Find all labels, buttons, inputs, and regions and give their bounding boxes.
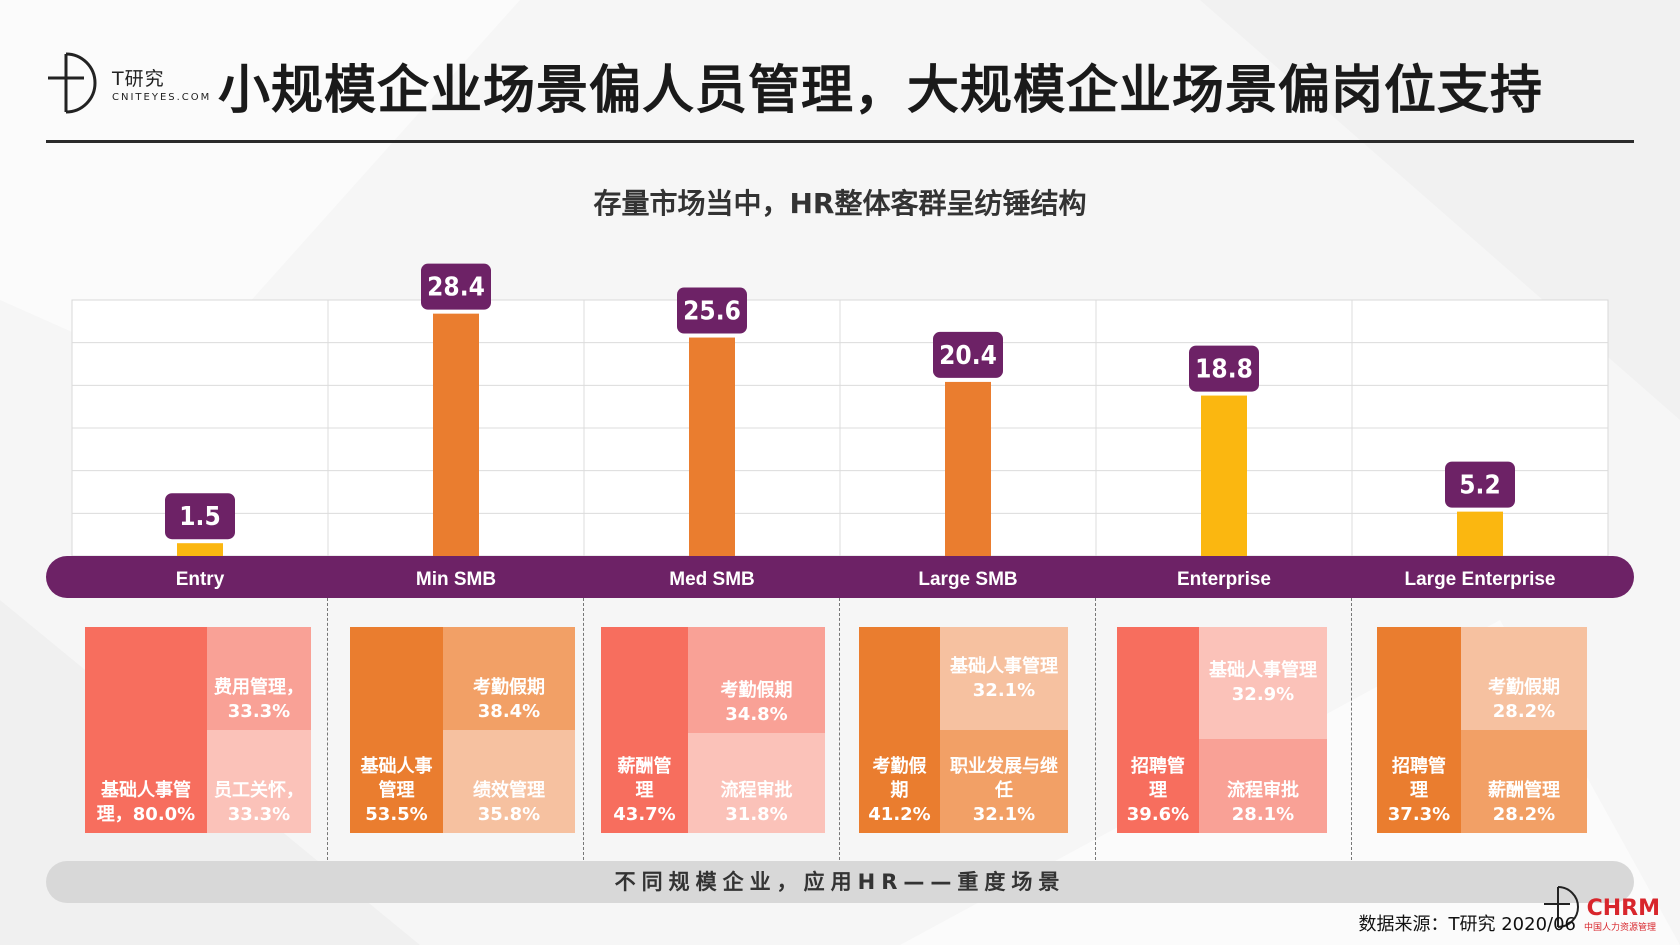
column-separator <box>1095 598 1096 860</box>
cell-value: 38.4% <box>477 701 541 722</box>
treemap-med-smb: 薪酬管理 43.7% 考勤假期 34.8% 流程审批 31.8% <box>601 627 825 833</box>
column-separator <box>839 598 840 860</box>
cell-label: 基础人事管理 <box>950 655 1058 677</box>
cell-label: 考勤假期 <box>1488 677 1560 698</box>
treemap-min-smb: 基础人事管理 53.5% 考勤假期 38.4% 绩效管理 35.8% <box>350 627 575 833</box>
page-title: 小规模企业场景偏人员管理，大规模企业场景偏岗位支持 <box>218 61 1544 121</box>
category-tick-label: Med SMB <box>669 569 755 590</box>
data-label: 20.4 <box>939 341 997 371</box>
cell-value: 28.1% <box>1231 804 1295 825</box>
data-label-box <box>1445 461 1515 508</box>
brand-logo: T研究 CNITEYES.COM <box>44 50 224 120</box>
cell-label: 招聘管理 <box>1392 756 1446 801</box>
watermark-subtext: 中国人力资源管理 <box>1583 923 1656 933</box>
bar <box>433 313 479 556</box>
treemap-cell: 招聘管理 37.3% <box>1377 627 1461 833</box>
cell-label: 职业发展与继任 <box>950 756 1058 801</box>
cell-value: 43.7% <box>613 804 676 825</box>
category-band <box>46 556 1634 598</box>
data-label-box <box>933 331 1003 378</box>
cell-label: 招聘管理 <box>1131 756 1185 801</box>
category-labels: Entry Min SMB Med SMB Large SMB Enterprise La… <box>176 569 1556 590</box>
watermark-logo-icon <box>1544 886 1579 928</box>
category-tick-label: Large SMB <box>918 569 1017 590</box>
bar <box>1201 395 1247 556</box>
cell-value: 28.2% <box>1492 804 1556 825</box>
cell-label: 考勤假期 <box>872 756 927 801</box>
bar <box>945 381 991 556</box>
category-tick-label: Min SMB <box>416 569 496 590</box>
cell-value: 32.9% <box>1231 684 1295 705</box>
bar <box>177 543 223 556</box>
cell-value: 37.3% <box>1387 804 1451 825</box>
bar <box>689 337 735 556</box>
cell-value: 53.5% <box>365 804 428 825</box>
data-label: 18.8 <box>1195 355 1253 385</box>
treemap-cell: 职业发展与继任 32.1% <box>940 730 1068 833</box>
column-separator <box>1351 598 1352 860</box>
cell-label: 基础人事管理 <box>360 756 433 801</box>
treemap-cell: 员工关怀，33.3% <box>207 730 311 833</box>
cell-label: 薪酬管理 <box>617 756 672 801</box>
treemap-cell: 考勤假期 34.8% <box>688 627 825 733</box>
data-label-box <box>165 493 235 540</box>
data-label-box <box>1189 345 1259 392</box>
treemap-entry: 基础人事管理，80.0% 费用管理，33.3% 员工关怀，33.3% <box>85 627 311 833</box>
column-separator <box>327 598 328 860</box>
cell-value: 32.1% <box>972 679 1036 701</box>
cell-label: 考勤假期 <box>473 677 545 698</box>
treemap-cell: 绩效管理 35.8% <box>443 730 575 833</box>
data-label-box <box>677 287 747 334</box>
treemap-cell: 基础人事管理，80.0% <box>85 627 207 833</box>
data-label: 1.5 <box>179 502 220 532</box>
treemap-large-smb: 考勤假期 41.2% 基础人事管理 32.1% 职业发展与继任 32.1% <box>859 627 1068 833</box>
category-tick-label: Entry <box>176 569 225 590</box>
treemap-large-enterprise: 招聘管理 37.3% 考勤假期 28.2% 薪酬管理 28.2% <box>1377 627 1587 833</box>
treemap-cell: 考勤假期 28.2% <box>1461 627 1587 730</box>
category-tick-label: Large Enterprise <box>1405 569 1556 590</box>
treemap-cell: 基础人事管理 32.1% <box>940 627 1068 730</box>
treemap-cell: 薪酬管理 28.2% <box>1461 730 1587 833</box>
cell-value: 34.8% <box>725 704 788 725</box>
category-tick-label: Enterprise <box>1177 569 1271 590</box>
data-label: 5.2 <box>1459 471 1500 501</box>
data-label-box <box>421 263 491 310</box>
watermark-text: CHRM <box>1586 896 1660 921</box>
treemap-cell: 流程审批 31.8% <box>688 733 825 833</box>
cell-value: 32.1% <box>972 804 1036 825</box>
data-source: 数据来源：T研究 2020/06 <box>1358 914 1577 935</box>
logo-domain: CNITEYES.COM <box>112 92 212 103</box>
cell-value: 28.2% <box>1492 701 1556 722</box>
cell-label: 基础人事管理 <box>1209 660 1317 681</box>
scenario-band: 不同规模企业，应用HR——重度场景 <box>46 861 1634 903</box>
treemap-cell: 费用管理，33.3% <box>207 627 311 730</box>
column-separator <box>583 598 584 860</box>
cell-value: 35.8% <box>477 804 541 825</box>
cell-label: 流程审批 <box>1227 780 1299 801</box>
treemap-cell: 考勤假期 38.4% <box>443 627 575 730</box>
chart-title: 存量市场当中，HR整体客群呈纺锤结构 <box>593 187 1087 220</box>
logo-name: T研究 <box>112 68 165 90</box>
cell-label: 薪酬管理 <box>1488 780 1560 801</box>
cell-label: 流程审批 <box>720 780 793 801</box>
logo-mark-icon <box>48 52 97 114</box>
title-divider <box>46 140 1634 143</box>
bar <box>1457 511 1503 556</box>
cell-value: 39.6% <box>1126 804 1190 825</box>
treemap-cell: 基础人事管理 53.5% <box>350 627 443 833</box>
cell-label: 考勤假期 <box>720 680 793 701</box>
treemap-cell: 基础人事管理 32.9% <box>1199 627 1327 739</box>
cell-label: 绩效管理 <box>473 780 545 801</box>
treemap-cell: 考勤假期 41.2% <box>859 627 940 833</box>
treemap-cell: 流程审批 28.1% <box>1199 739 1327 833</box>
data-label: 25.6 <box>683 297 741 327</box>
bar-chart: 1.5 28.4 25.6 20.4 18.8 5.2 <box>71 263 1609 557</box>
treemap-cell: 招聘管理 39.6% <box>1117 627 1199 833</box>
treemap-enterprise: 招聘管理 39.6% 基础人事管理 32.9% 流程审批 28.1% <box>1117 627 1327 833</box>
cell-value: 31.8% <box>725 804 788 825</box>
treemap-cell: 薪酬管理 43.7% <box>601 627 688 833</box>
cell-value: 41.2% <box>868 804 931 825</box>
data-label: 28.4 <box>427 273 485 303</box>
